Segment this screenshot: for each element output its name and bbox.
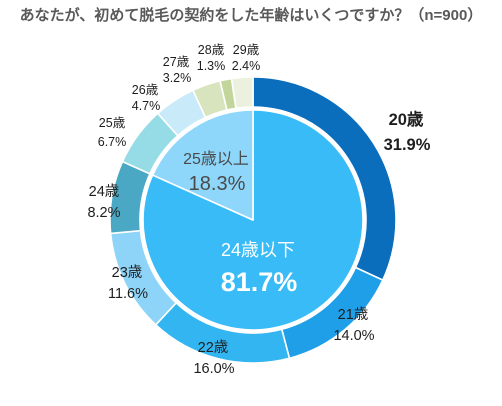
label-age-23: 23歳: [112, 264, 143, 281]
label-age-22: 22歳: [198, 339, 229, 356]
outer-ring-slice-9: [230, 76, 254, 110]
inner-pie-slice-1: [151, 109, 254, 221]
outer-ring: [109, 76, 397, 364]
chart-title: あなたが、初めて脱毛の契約をした年齢はいくつですか？（n=900）: [20, 6, 483, 24]
percent-25-and-over: 18.3%: [189, 173, 246, 195]
percent-age-21: 14.0%: [333, 328, 374, 344]
percent-age-22: 16.0%: [193, 361, 234, 377]
label-age-25: 25歳: [99, 116, 126, 130]
percent-age-25: 6.7%: [98, 135, 127, 149]
label-age-27: 27歳: [163, 55, 190, 69]
label-age-20: 20歳: [389, 109, 424, 129]
label-age-21: 21歳: [338, 306, 369, 323]
outer-ring-labels: 20歳 31.9% 21歳 14.0% 22歳 16.0% 23歳 11.6% …: [87, 43, 430, 377]
label-age-26: 26歳: [132, 83, 159, 97]
percent-age-27: 3.2%: [163, 71, 192, 85]
label-25-and-over: 25歳以上: [183, 150, 249, 168]
label-age-28: 28歳: [198, 43, 225, 57]
percent-age-24: 8.2%: [87, 205, 120, 221]
inner-pie-labels: 25歳以上 18.3% 24歳以下 81.7%: [183, 150, 297, 297]
percent-age-23: 11.6%: [108, 286, 148, 302]
label-age-24: 24歳: [89, 183, 120, 200]
percent-age-26: 4.7%: [132, 99, 161, 113]
percent-24-and-under: 81.7%: [221, 267, 298, 297]
percent-age-29: 2.4%: [232, 59, 261, 73]
label-24-and-under: 24歳以下: [221, 240, 295, 260]
percent-age-28: 1.3%: [197, 59, 226, 73]
percent-age-20: 31.9%: [384, 136, 431, 154]
label-age-29: 29歳: [233, 43, 260, 57]
inner-pie: [142, 109, 364, 331]
